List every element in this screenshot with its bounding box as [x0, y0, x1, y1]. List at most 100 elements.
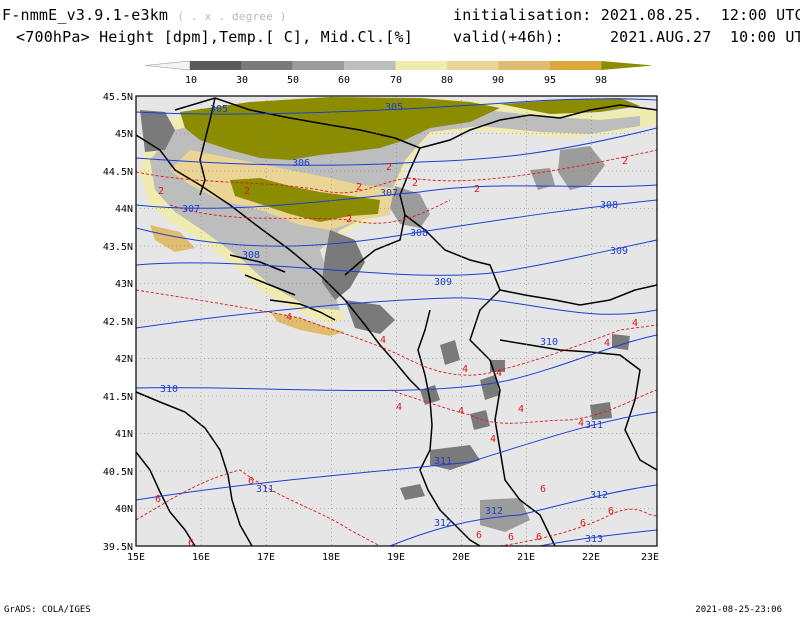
height-label: 313 — [585, 534, 603, 545]
colorbar-box — [498, 61, 550, 70]
temp-label: 4 — [496, 368, 502, 379]
colorbar-box — [395, 61, 447, 70]
height-label: 311 — [434, 456, 452, 467]
lon-tick-label: 20E — [452, 552, 470, 563]
temp-label: 4 — [286, 312, 292, 323]
colorbar-label: 50 — [287, 75, 299, 86]
height-label: 308 — [410, 228, 428, 239]
height-label: 312 — [485, 506, 503, 517]
height-label: 311 — [256, 484, 274, 495]
temp-label: 2 — [386, 162, 392, 173]
temperature-contour-labels: 2 2 2 2 2 2 2 2 4 4 4 4 4 4 4 4 4 4 4 6 … — [155, 156, 638, 549]
temp-label: 2 — [474, 184, 480, 195]
lat-tick-label: 39.5N — [103, 542, 133, 553]
colorbar-label: 95 — [544, 75, 556, 86]
lon-tick-label: 19E — [387, 552, 405, 563]
height-label: 312 — [434, 518, 452, 529]
temp-label: 6 — [540, 484, 546, 495]
lon-tick-label: 23E — [641, 552, 659, 563]
map-frame — [135, 95, 658, 547]
valid-label: valid(+46h): — [453, 28, 564, 46]
lon-tick-label: 21E — [517, 552, 535, 563]
height-label: 310 — [540, 337, 558, 348]
temp-label: 6 — [155, 494, 161, 505]
colorbar-box — [292, 61, 345, 70]
lon-tick-label: 16E — [192, 552, 210, 563]
temp-label: 2 — [412, 178, 418, 189]
height-label: 305 — [385, 102, 403, 113]
lat-tick-label: 44.5N — [103, 167, 133, 178]
colorbar-labels: 10 30 50 60 70 80 90 95 98 — [185, 75, 607, 86]
colorbar-label: 80 — [441, 75, 453, 86]
temp-label: 6 — [580, 518, 586, 529]
temp-label: 4 — [604, 338, 610, 349]
colorbar-legend: 10 30 50 60 70 80 90 95 98 — [144, 60, 654, 86]
colorbar-label: 90 — [492, 75, 504, 86]
height-label: 307 — [182, 204, 200, 215]
initialisation-time: initialisation: 2021.08.25. 12:00 UTC — [453, 6, 800, 24]
temp-label: 4 — [380, 335, 386, 346]
lon-tick-label: 17E — [257, 552, 275, 563]
height-label: 306 — [292, 158, 310, 169]
temp-label: 6 — [476, 530, 482, 541]
temp-label: 6 — [536, 532, 542, 543]
lat-tick-label: 42.5N — [103, 317, 133, 328]
init-label: initialisation: — [453, 6, 592, 24]
height-label: 309 — [434, 277, 452, 288]
map-layers — [136, 96, 657, 546]
valid-value: 2021.AUG.27 10:00 UTC — [609, 28, 800, 46]
colorbar-label: 60 — [338, 75, 350, 86]
model-note: ( . x . degree ) — [177, 10, 287, 23]
colorbar-label: 30 — [236, 75, 248, 86]
lat-tick-label: 45.5N — [103, 92, 133, 103]
lat-tick-label: 45N — [115, 129, 133, 140]
forecast-map: 305 305 306 307 307 308 308 308 309 309 … — [103, 92, 659, 563]
colorbar-box — [241, 61, 293, 70]
height-label: 310 — [160, 384, 178, 395]
height-contours — [136, 98, 657, 546]
temp-label: 4 — [396, 402, 402, 413]
lat-tick-label: 40N — [115, 504, 133, 515]
lon-tick-label: 22E — [582, 552, 600, 563]
colorbar-label: 98 — [595, 75, 607, 86]
colorbar-box — [190, 61, 242, 70]
lat-tick-label: 41N — [115, 429, 133, 440]
lat-tick-label: 43.5N — [103, 242, 133, 253]
model-name: F-nmmE_v3.9.1-e3km — [2, 6, 169, 24]
longitude-axis: 15E 16E 17E 18E 19E 20E 21E 22E 23E — [127, 552, 659, 563]
colorbar-over-arrow — [601, 61, 654, 70]
field-description: <700hPa> Height [dpm],Temp.[ C], Mid.Cl.… — [16, 28, 413, 46]
colorbar-label: 70 — [390, 75, 402, 86]
lat-lon-grid — [136, 96, 657, 546]
latitude-axis: 45.5N 45N 44.5N 44N 43.5N 43N 42.5N 42N … — [103, 92, 133, 553]
colorbar-box — [344, 61, 396, 70]
temp-label: 4 — [458, 406, 464, 417]
lat-tick-label: 40.5N — [103, 467, 133, 478]
temp-label: 4 — [462, 364, 468, 375]
model-title: F-nmmE_v3.9.1-e3km ( . x . degree ) — [2, 6, 287, 24]
height-label: 311 — [585, 420, 603, 431]
footer-credit: GrADS: COLA/IGES — [4, 605, 91, 615]
colorbar-label: 10 — [185, 75, 197, 86]
colorbar-box — [447, 61, 499, 70]
height-contour-labels: 305 305 306 307 307 308 308 308 309 309 … — [160, 102, 628, 545]
height-label: 305 — [210, 104, 228, 115]
lon-tick-label: 15E — [127, 552, 145, 563]
temp-label: 6 — [608, 506, 614, 517]
footer-timestamp: 2021-08-25-23:06 — [695, 605, 782, 615]
colorbar-box — [549, 61, 602, 70]
colorbar-boxes — [144, 60, 654, 71]
lat-tick-label: 42N — [115, 354, 133, 365]
temp-label: 6 — [248, 476, 254, 487]
height-label: 312 — [590, 490, 608, 501]
init-value: 2021.08.25. 12:00 UTC — [600, 6, 800, 24]
temp-label: 2 — [622, 156, 628, 167]
lat-tick-label: 43N — [115, 279, 133, 290]
temp-label: 4 — [578, 418, 584, 429]
temp-label: 4 — [632, 318, 638, 329]
temperature-contours — [136, 149, 657, 546]
height-label: 308 — [242, 250, 260, 261]
valid-time: valid(+46h): 2021.AUG.27 10:00 UTC — [453, 28, 800, 46]
temp-label: 6 — [188, 538, 194, 549]
temp-label: 4 — [490, 434, 496, 445]
